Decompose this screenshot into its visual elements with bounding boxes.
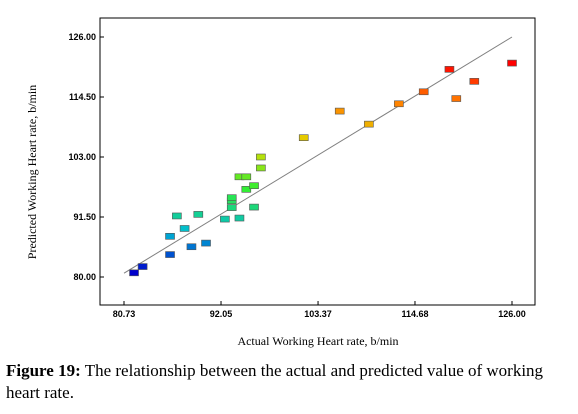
- x-tick-label: 103.37: [304, 309, 332, 319]
- data-point: [172, 212, 182, 220]
- y-tick-label: 91.50: [73, 212, 96, 222]
- data-point: [165, 233, 175, 240]
- data-point: [179, 225, 190, 232]
- y-tick-label: 103.00: [68, 152, 96, 162]
- x-axis-ticks: 80.73 92.05 103.37 114.68 126.00: [113, 301, 526, 319]
- data-point: [220, 215, 230, 223]
- reference-line: [123, 36, 513, 274]
- y-axis-title: Predicted Working Heart rate, b/min: [25, 85, 39, 259]
- data-point: [193, 211, 204, 218]
- data-point: [256, 164, 266, 172]
- data-point: [137, 263, 148, 270]
- caption-label: Figure 19:: [6, 361, 81, 380]
- data-point: [234, 214, 245, 222]
- data-point: [249, 203, 259, 211]
- y-tick-label: 114.50: [69, 92, 96, 102]
- x-axis-title: Actual Working Heart rate, b/min: [237, 334, 398, 348]
- y-axis-ticks: 80.00 91.50 103.00 114.50 126.00: [68, 32, 104, 282]
- data-point: [226, 194, 237, 201]
- y-tick-label: 80.00: [73, 272, 96, 282]
- caption-text: The relationship between the actual and …: [6, 361, 544, 402]
- data-point: [418, 88, 429, 96]
- data-point: [298, 134, 309, 141]
- data-point: [364, 120, 374, 128]
- data-points: [129, 59, 517, 277]
- figure-caption: Figure 19: The relationship between the …: [6, 360, 572, 404]
- x-tick-label: 92.05: [210, 309, 233, 319]
- scatter-chart: 80.73 92.05 103.37 114.68 126.00 80.00 91.50 1…: [25, 17, 536, 348]
- y-tick-label: 126.00: [68, 32, 96, 42]
- data-point: [129, 269, 139, 277]
- data-point: [451, 95, 462, 102]
- x-tick-label: 114.68: [401, 309, 428, 319]
- data-point: [165, 251, 175, 258]
- data-point: [201, 239, 211, 247]
- figure: 80.73 92.05 103.37 114.68 126.00 80.00 91.50 1…: [25, 17, 536, 348]
- x-tick-label: 126.00: [498, 309, 526, 319]
- data-point: [186, 243, 197, 251]
- data-point: [334, 107, 345, 115]
- data-point: [444, 66, 455, 73]
- data-point: [241, 186, 252, 193]
- data-point: [394, 100, 404, 108]
- data-point: [241, 173, 252, 181]
- data-point: [256, 153, 266, 161]
- data-point: [226, 204, 237, 211]
- data-point: [469, 78, 480, 85]
- x-tick-label: 80.73: [113, 309, 136, 319]
- data-point: [249, 182, 259, 189]
- plot-frame: [99, 17, 536, 306]
- data-point: [507, 59, 517, 67]
